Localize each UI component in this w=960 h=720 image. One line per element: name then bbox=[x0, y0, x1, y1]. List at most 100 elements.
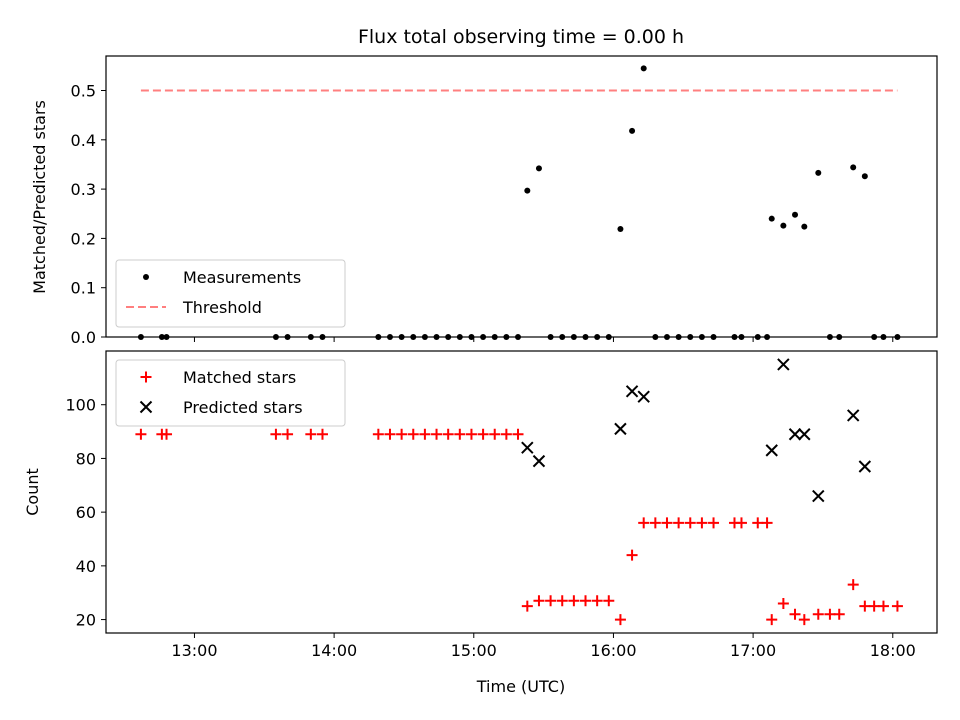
matched-stars-point bbox=[135, 428, 147, 440]
matched-stars-point bbox=[708, 517, 720, 529]
x-axis-label: Time (UTC) bbox=[476, 677, 565, 696]
measurement-point bbox=[617, 226, 624, 233]
matched-stars-point bbox=[761, 517, 773, 529]
matched-stars-point bbox=[877, 600, 889, 612]
matched-stars-point bbox=[580, 595, 592, 607]
x-tick-label: 15:00 bbox=[451, 641, 497, 660]
matched-stars-point bbox=[316, 428, 328, 440]
matched-stars-point bbox=[305, 428, 317, 440]
matched-stars-point bbox=[489, 428, 501, 440]
predicted-stars-point bbox=[521, 441, 534, 454]
y-tick-label: 0.1 bbox=[71, 279, 96, 298]
legend-label: Threshold bbox=[182, 298, 262, 317]
y-tick-label: 40 bbox=[76, 557, 96, 576]
x-tick-label: 14:00 bbox=[311, 641, 357, 660]
matched-stars-point bbox=[419, 428, 431, 440]
matched-stars-point bbox=[847, 579, 859, 591]
matched-stars-point bbox=[282, 428, 294, 440]
matched-stars-point bbox=[868, 600, 880, 612]
matched-stars-point bbox=[465, 428, 477, 440]
matched-stars-point bbox=[161, 428, 173, 440]
matched-stars-point bbox=[891, 600, 903, 612]
predicted-stars-point bbox=[798, 428, 811, 441]
matched-stars-point bbox=[798, 614, 810, 626]
x-tick-label: 16:00 bbox=[590, 641, 636, 660]
chart-title: Flux total observing time = 0.00 h bbox=[358, 26, 684, 48]
measurement-point bbox=[850, 164, 857, 171]
legend-box bbox=[115, 259, 346, 328]
matched-stars-point bbox=[626, 549, 638, 561]
matched-stars-point bbox=[673, 517, 685, 529]
measurement-point bbox=[524, 187, 531, 194]
matched-stars-point bbox=[603, 595, 615, 607]
y-tick-label: 60 bbox=[76, 503, 96, 522]
measurement-point bbox=[815, 169, 822, 176]
measurement-point bbox=[535, 165, 542, 172]
measurement-point bbox=[629, 127, 636, 134]
y-tick-label: 100 bbox=[65, 396, 96, 415]
matched-stars-point bbox=[372, 428, 384, 440]
matched-stars-point bbox=[649, 517, 661, 529]
matched-stars-point bbox=[766, 614, 778, 626]
matched-stars-point bbox=[661, 517, 673, 529]
y-tick-label: 0.5 bbox=[71, 82, 96, 101]
x-tick-label: 18:00 bbox=[870, 641, 916, 660]
matched-stars-point bbox=[545, 595, 557, 607]
matched-stars-point bbox=[859, 600, 871, 612]
predicted-stars-point bbox=[858, 460, 872, 473]
legend-label: Measurements bbox=[183, 268, 301, 287]
matched-stars-point bbox=[684, 517, 696, 529]
matched-stars-point bbox=[533, 595, 545, 607]
legend-box bbox=[115, 359, 346, 427]
matched-stars-point bbox=[696, 517, 708, 529]
measurement-point bbox=[640, 65, 647, 72]
matched-stars-point bbox=[556, 595, 568, 607]
matched-stars-point bbox=[500, 428, 512, 440]
matched-stars-point bbox=[812, 608, 824, 620]
legend-marker-matched bbox=[140, 371, 152, 383]
matched-stars-point bbox=[384, 428, 396, 440]
predicted-stars-point bbox=[637, 390, 650, 403]
matched-stars-point bbox=[777, 597, 789, 609]
y-tick-label: 0.3 bbox=[71, 180, 96, 199]
series-matched-stars bbox=[135, 428, 903, 626]
matched-stars-point bbox=[521, 600, 533, 612]
predicted-stars-point bbox=[788, 428, 802, 441]
y-tick-label: 0.0 bbox=[71, 328, 96, 347]
matched-stars-point bbox=[833, 608, 845, 620]
series-predicted-stars bbox=[521, 358, 872, 503]
matched-stars-point bbox=[407, 428, 419, 440]
matched-stars-point bbox=[638, 517, 650, 529]
x-tick-label: 13:00 bbox=[171, 641, 217, 660]
x-tick-label: 17:00 bbox=[730, 641, 776, 660]
predicted-stars-point bbox=[846, 409, 860, 422]
y-tick-label: 0.2 bbox=[71, 229, 96, 248]
y-tick-label: 80 bbox=[76, 449, 96, 468]
y-tick-label: 0.4 bbox=[71, 131, 96, 150]
matched-stars-point bbox=[270, 428, 282, 440]
matched-stars-point bbox=[824, 608, 836, 620]
predicted-stars-point bbox=[625, 385, 639, 398]
matched-stars-point bbox=[789, 608, 801, 620]
plot-frame bbox=[105, 55, 938, 338]
measurement-point bbox=[861, 173, 868, 180]
legend-label: Matched stars bbox=[183, 368, 296, 387]
matched-stars-point bbox=[512, 428, 524, 440]
predicted-stars-point bbox=[532, 454, 546, 468]
bottom-panel: 20 40 60 80 100 13:00 14:00 15:00 16:00 17:00 18:0… bbox=[65, 350, 938, 660]
matched-stars-point bbox=[431, 428, 443, 440]
matched-stars-point bbox=[735, 517, 747, 529]
measurement-point bbox=[780, 222, 787, 229]
matched-stars-point bbox=[396, 428, 408, 440]
predicted-stars-point bbox=[777, 358, 790, 371]
top-panel: 0.0 0.1 0.2 0.3 0.4 0.5 Measurements Threshold bbox=[71, 55, 938, 347]
matched-stars-point bbox=[477, 428, 489, 440]
matched-stars-point bbox=[568, 595, 580, 607]
top-y-axis-label: Matched/Predicted stars bbox=[30, 100, 49, 294]
legend-label: Predicted stars bbox=[183, 398, 303, 417]
measurement-point bbox=[768, 215, 775, 222]
legend-marker-predicted bbox=[139, 400, 153, 414]
predicted-stars-point bbox=[765, 444, 778, 457]
measurement-point bbox=[792, 211, 799, 218]
